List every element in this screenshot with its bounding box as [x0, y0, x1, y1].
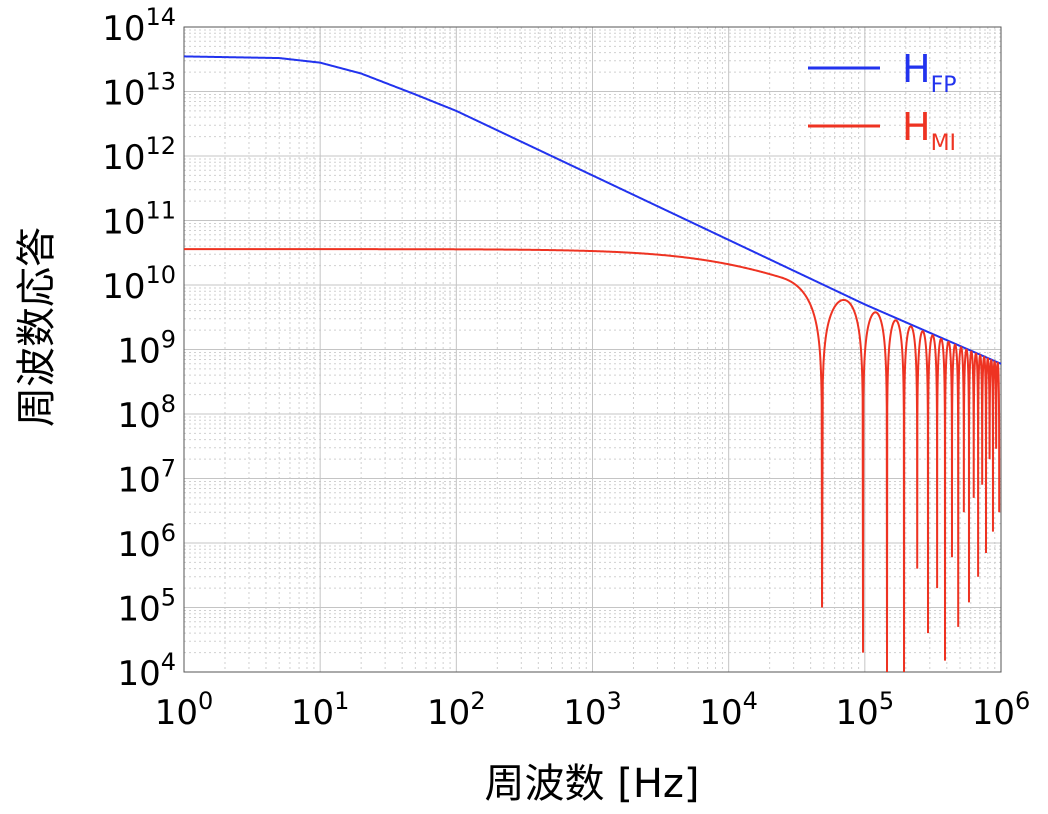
series-line-h-fp [183, 55, 1002, 365]
y-tick-label: 105 [117, 584, 176, 630]
x-tick-label: 100 [155, 687, 214, 733]
x-tick-label: 104 [699, 687, 758, 733]
x-tick-label: 101 [291, 687, 350, 733]
y-tick-label: 109 [117, 326, 176, 372]
x-tick-label: 102 [427, 687, 486, 733]
legend: HFP HMI [808, 47, 957, 156]
x-tick-label: 106 [972, 687, 1031, 733]
x-tick-label: 103 [563, 687, 622, 733]
y-tick-labels: 104 105 106 107 108 109 1010 1011 1012 1013 1014 [102, 3, 176, 694]
legend-label: HMI [902, 105, 956, 156]
y-tick-label: 1014 [102, 3, 176, 49]
y-tick-label: 1011 [102, 197, 176, 243]
legend-label: HFP [902, 47, 957, 98]
y-tick-label: 1013 [102, 68, 176, 114]
y-tick-label: 108 [117, 390, 176, 436]
y-tick-label: 107 [117, 455, 176, 501]
x-axis-title: 周波数 [Hz] [485, 761, 700, 807]
plot-frame [183, 26, 1002, 673]
y-tick-label: 1010 [102, 261, 176, 307]
y-tick-label: 106 [117, 519, 176, 565]
x-tick-label: 105 [836, 687, 895, 733]
y-tick-label: 104 [117, 648, 176, 694]
y-tick-label: 1012 [102, 132, 176, 178]
x-tick-labels: 100 101 102 103 104 105 106 [155, 687, 1031, 733]
y-axis-title: 周波数応答 [14, 227, 60, 427]
series-layer [183, 55, 1002, 673]
series-line-h-mi [184, 248, 1001, 673]
